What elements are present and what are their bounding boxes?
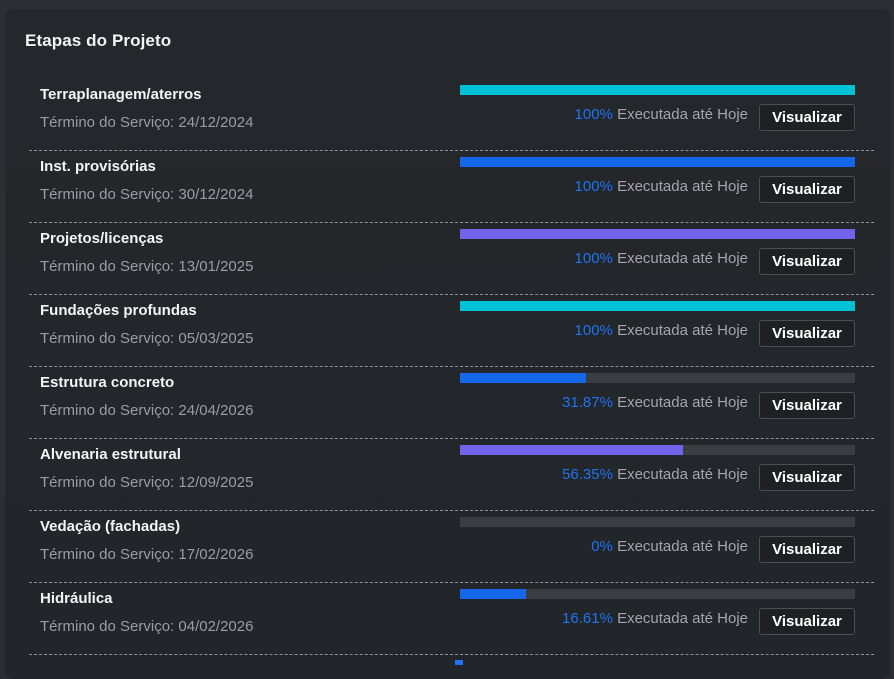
stage-name: Fundações profundas: [40, 302, 197, 319]
progress-bar-fill: [460, 157, 855, 167]
execution-label: Executada até Hoje: [617, 466, 748, 483]
panel-title: Etapas do Projeto: [25, 31, 172, 50]
stage-end-date: Término do Serviço: 24/12/2024: [40, 114, 254, 131]
view-stage-button[interactable]: Visualizar: [759, 248, 855, 275]
execution-status: 31.87% Executada até Hoje: [562, 394, 748, 411]
execution-label: Executada até Hoje: [617, 538, 748, 555]
execution-percent: 56.35%: [562, 466, 613, 483]
progress-bar-track: [460, 517, 855, 527]
view-stage-button[interactable]: Visualizar: [759, 104, 855, 131]
view-stage-button[interactable]: Visualizar: [759, 608, 855, 635]
stage-end-date: Término do Serviço: 12/09/2025: [40, 474, 254, 491]
execution-percent: 31.87%: [562, 394, 613, 411]
execution-label: Executada até Hoje: [617, 178, 748, 195]
execution-status: 56.35% Executada até Hoje: [562, 466, 748, 483]
execution-label: Executada até Hoje: [617, 394, 748, 411]
execution-percent: 100%: [574, 250, 613, 267]
stage-name: Terraplanagem/aterros: [40, 86, 202, 103]
stage-name: Inst. provisórias: [40, 158, 156, 175]
execution-label: Executada até Hoje: [617, 610, 748, 627]
progress-bar-fill: [460, 301, 855, 311]
execution-status: 100% Executada até Hoje: [575, 178, 748, 195]
stage-name: Vedação (fachadas): [40, 518, 181, 535]
view-stage-button[interactable]: Visualizar: [759, 464, 855, 491]
execution-percent: 0%: [591, 538, 613, 555]
view-stage-button[interactable]: Visualizar: [759, 176, 855, 203]
stage-row: Terraplanagem/aterros Término do Serviço:…: [29, 79, 874, 151]
execution-status: 0% Executada até Hoje: [591, 538, 748, 555]
next-stage-progress-bar-partial: [455, 660, 463, 665]
project-stages-panel: Etapas do Projeto Terraplanagem/aterros T…: [5, 9, 890, 679]
progress-bar-track: [460, 229, 855, 239]
progress-bar-track: [460, 157, 855, 167]
stage-end-date: Término do Serviço: 24/04/2026: [40, 402, 254, 419]
progress-bar-fill: [460, 373, 586, 383]
execution-status: 16.61% Executada até Hoje: [562, 610, 748, 627]
view-stage-button[interactable]: Visualizar: [759, 320, 855, 347]
progress-bar-track: [460, 445, 855, 455]
execution-status: 100% Executada até Hoje: [575, 322, 748, 339]
execution-percent: 100%: [574, 178, 613, 195]
stage-list: Terraplanagem/aterros Término do Serviço:…: [29, 79, 874, 655]
stage-end-date: Término do Serviço: 17/02/2026: [40, 546, 254, 563]
stage-end-date: Término do Serviço: 30/12/2024: [40, 186, 254, 203]
stage-row: Fundações profundas Término do Serviço: 0…: [29, 295, 874, 367]
progress-bar-fill: [460, 445, 683, 455]
stage-row: Vedação (fachadas) Término do Serviço: 17…: [29, 511, 874, 583]
execution-label: Executada até Hoje: [617, 250, 748, 267]
stage-row: Hidráulica Término do Serviço: 04/02/2026…: [29, 583, 874, 655]
progress-bar-track: [460, 589, 855, 599]
stage-row: Projetos/licenças Término do Serviço: 13/…: [29, 223, 874, 295]
progress-bar-fill: [460, 85, 855, 95]
stage-end-date: Término do Serviço: 13/01/2025: [40, 258, 254, 275]
view-stage-button[interactable]: Visualizar: [759, 392, 855, 419]
execution-percent: 16.61%: [562, 610, 613, 627]
execution-percent: 100%: [574, 322, 613, 339]
stage-name: Projetos/licenças: [40, 230, 164, 247]
execution-percent: 100%: [574, 106, 613, 123]
stage-row: Inst. provisórias Término do Serviço: 30/…: [29, 151, 874, 223]
execution-status: 100% Executada até Hoje: [575, 250, 748, 267]
stage-row: Alvenaria estrutural Término do Serviço: …: [29, 439, 874, 511]
execution-label: Executada até Hoje: [617, 322, 748, 339]
progress-bar-fill: [460, 589, 526, 599]
progress-bar-track: [460, 301, 855, 311]
stage-end-date: Término do Serviço: 04/02/2026: [40, 618, 254, 635]
execution-label: Executada até Hoje: [617, 106, 748, 123]
stage-end-date: Término do Serviço: 05/03/2025: [40, 330, 254, 347]
progress-bar-track: [460, 373, 855, 383]
stage-name: Hidráulica: [40, 590, 113, 607]
view-stage-button[interactable]: Visualizar: [759, 536, 855, 563]
progress-bar-track: [460, 85, 855, 95]
stage-row: Estrutura concreto Término do Serviço: 24…: [29, 367, 874, 439]
progress-bar-fill: [460, 229, 855, 239]
stage-name: Estrutura concreto: [40, 374, 175, 391]
execution-status: 100% Executada até Hoje: [575, 106, 748, 123]
stage-name: Alvenaria estrutural: [40, 446, 181, 463]
